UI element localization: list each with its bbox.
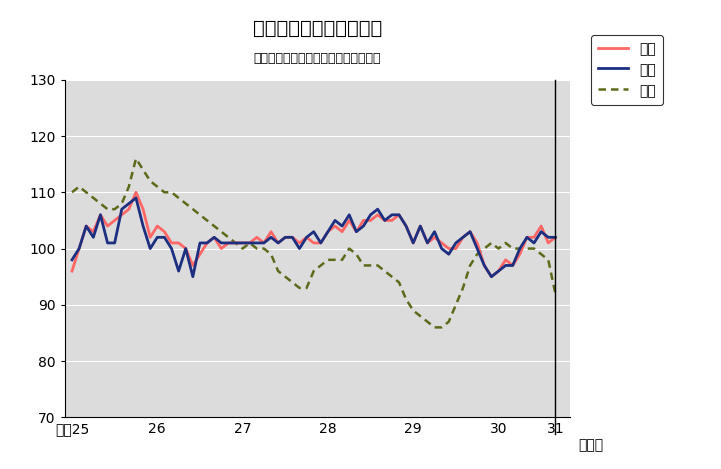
在庫: [451, 302, 460, 308]
Text: 令和元: 令和元: [579, 439, 603, 453]
在庫: [167, 189, 176, 195]
Line: 出荷: 出荷: [72, 198, 555, 277]
生産: [444, 246, 453, 251]
Line: 生産: 生産: [72, 192, 555, 277]
在庫: [153, 184, 162, 189]
在庫: [544, 257, 552, 263]
出荷: [132, 195, 141, 201]
出荷: [68, 257, 76, 263]
Legend: 生産, 出荷, 在庫: 生産, 出荷, 在庫: [591, 35, 663, 105]
在庫: [103, 206, 112, 212]
生産: [551, 234, 559, 240]
出荷: [551, 234, 559, 240]
出荷: [359, 223, 368, 229]
生産: [132, 189, 141, 195]
出荷: [167, 246, 176, 251]
出荷: [103, 240, 112, 246]
Text: （季節調整済、平成２７年＝１００）: （季節調整済、平成２７年＝１００）: [254, 52, 381, 65]
出荷: [451, 240, 460, 246]
生産: [103, 223, 112, 229]
Text: 鳥取県鉱工業指数の推移: 鳥取県鉱工業指数の推移: [252, 19, 382, 38]
出荷: [153, 234, 162, 240]
生産: [352, 229, 360, 234]
出荷: [544, 234, 552, 240]
生産: [167, 240, 176, 246]
在庫: [352, 251, 360, 257]
出荷: [188, 274, 197, 280]
在庫: [551, 291, 559, 296]
在庫: [430, 325, 439, 330]
生産: [68, 268, 76, 274]
生産: [153, 223, 162, 229]
在庫: [68, 189, 76, 195]
Line: 在庫: 在庫: [72, 159, 555, 327]
在庫: [132, 156, 141, 161]
生産: [544, 240, 552, 246]
生産: [487, 274, 496, 280]
